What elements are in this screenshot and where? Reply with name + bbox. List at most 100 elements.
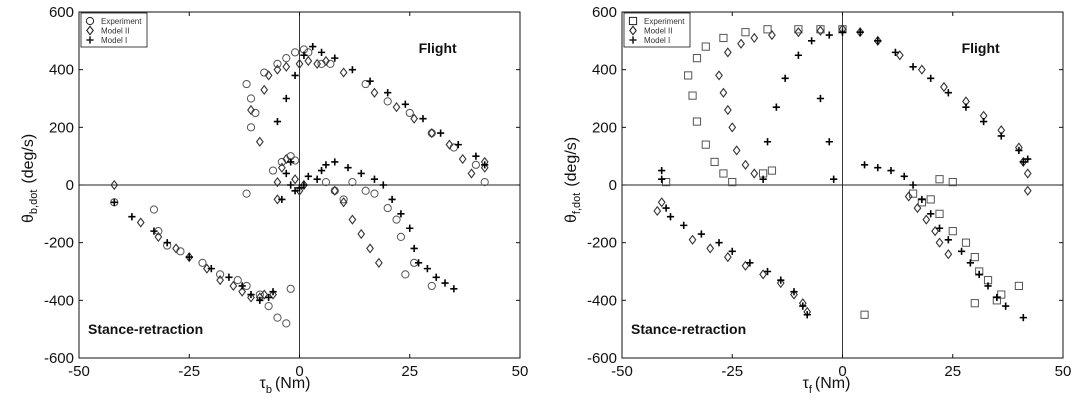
x-tick-label: -25 <box>721 363 743 380</box>
data-point <box>128 213 135 220</box>
data-point <box>278 158 285 165</box>
y-axis-label: θb,dot(deg/s) <box>20 134 40 223</box>
y-axis-label: θf,dot(deg/s) <box>563 137 583 223</box>
data-point <box>720 34 727 41</box>
chart-panel-2: -50 -25 0 25 506004002000-200-400-600τf (Nm)θ… <box>563 4 1071 396</box>
data-point <box>949 228 956 235</box>
data-point <box>283 95 290 102</box>
data-point <box>663 204 670 211</box>
annotation-stance-retraction: Stance-retraction <box>88 321 203 337</box>
annotation-flight: Flight <box>419 40 457 56</box>
data-point <box>186 253 193 260</box>
data-point <box>667 213 674 220</box>
data-point <box>1002 303 1009 310</box>
data-point <box>658 167 665 174</box>
data-point <box>424 265 431 272</box>
data-point <box>711 158 718 165</box>
data-point <box>826 138 833 145</box>
y-tick-label: -200 <box>44 235 74 252</box>
data-point <box>702 43 709 50</box>
data-point <box>367 244 373 252</box>
data-point <box>291 49 298 56</box>
data-point <box>729 123 735 131</box>
data-point <box>971 253 978 260</box>
data-point <box>349 215 355 223</box>
data-point <box>217 271 224 278</box>
data-point <box>769 31 775 39</box>
x-tick-label: 50 <box>1055 363 1072 380</box>
data-point <box>962 104 969 111</box>
x-tick-label: 25 <box>401 363 418 380</box>
data-point <box>199 259 206 266</box>
data-point <box>927 75 934 82</box>
data-point <box>358 170 365 177</box>
x-axis-label: τf (Nm) <box>803 375 851 396</box>
data-point <box>764 26 771 33</box>
data-point <box>252 109 259 116</box>
data-point <box>830 176 837 183</box>
data-point <box>441 279 448 286</box>
data-point <box>243 190 250 197</box>
data-point <box>795 52 802 59</box>
y-tick-label: 0 <box>609 177 617 194</box>
data-point <box>658 176 665 183</box>
data-point <box>349 66 356 73</box>
data-point <box>654 207 660 215</box>
data-point <box>287 181 294 188</box>
chart-panel-1: -50 -25 0 25 506004002000-200-400-600τb (Nm)θ… <box>20 4 528 396</box>
data-point <box>287 158 294 165</box>
data-point <box>738 40 744 48</box>
data-point <box>861 311 868 318</box>
legend-label: Model I <box>101 36 127 45</box>
data-point <box>817 95 824 102</box>
data-point <box>265 294 272 301</box>
data-point <box>331 158 338 165</box>
data-point <box>397 233 404 240</box>
data-point <box>909 190 916 197</box>
data-point <box>680 222 687 229</box>
legend-label: Model I <box>644 36 670 45</box>
data-point <box>283 63 289 71</box>
data-point <box>234 277 241 284</box>
data-point <box>472 161 479 168</box>
data-point <box>768 167 775 174</box>
data-point <box>150 206 157 213</box>
data-point <box>380 181 387 188</box>
data-point <box>729 248 736 255</box>
data-point <box>257 138 263 146</box>
data-point <box>773 104 780 111</box>
data-point <box>318 167 325 174</box>
data-point <box>472 153 479 160</box>
series-model-i <box>658 29 1031 322</box>
data-point <box>976 271 983 278</box>
data-point <box>751 34 757 42</box>
data-point <box>715 239 722 246</box>
data-point <box>468 169 474 177</box>
data-point <box>808 37 815 44</box>
y-tick-label: 600 <box>592 4 617 21</box>
data-point <box>406 109 413 116</box>
data-point <box>746 259 753 266</box>
data-point <box>826 31 833 38</box>
data-point <box>936 210 943 217</box>
legend-label: Experiment <box>101 17 142 26</box>
y-tick-label: 0 <box>66 177 74 194</box>
data-point <box>283 55 290 62</box>
data-point <box>283 320 290 327</box>
data-point <box>720 170 727 177</box>
data-point <box>305 173 312 180</box>
y-tick-label: -600 <box>44 350 74 367</box>
data-point <box>795 28 801 36</box>
data-point <box>322 161 329 168</box>
data-point <box>274 314 281 321</box>
data-point <box>177 248 184 255</box>
data-point <box>725 253 731 261</box>
data-point <box>725 48 731 56</box>
data-point <box>962 239 969 246</box>
data-point <box>658 198 664 206</box>
data-point <box>274 118 281 125</box>
y-tick-label: -400 <box>44 292 74 309</box>
data-point <box>314 176 321 183</box>
data-point <box>371 190 378 197</box>
